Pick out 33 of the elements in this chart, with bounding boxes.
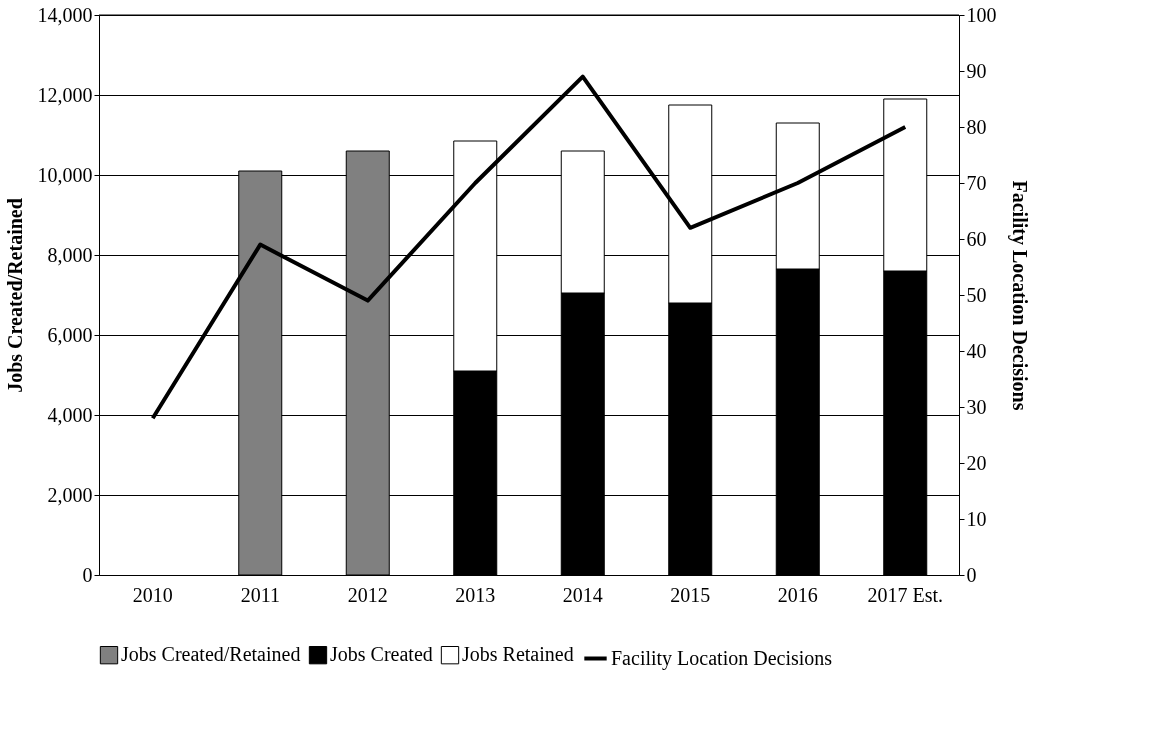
y2-axis-title: Facility Location Decisions xyxy=(1007,180,1031,411)
y2-tick-label: 70 xyxy=(966,171,987,194)
legend-label: Jobs Created/Retained xyxy=(121,643,301,666)
y2-tick-label: 90 xyxy=(966,59,987,82)
x-tick-label: 2017 Est. xyxy=(867,583,944,606)
y2-tick-label: 20 xyxy=(966,451,987,474)
y-tick-label: 10,000 xyxy=(37,163,93,186)
x-tick-label: 2013 xyxy=(455,583,496,606)
x-tick-label: 2012 xyxy=(347,583,388,606)
y2-tick-label: 40 xyxy=(966,339,987,362)
y-tick-label: 6,000 xyxy=(47,323,93,346)
y-tick-label: 14,000 xyxy=(37,3,93,26)
x-tick-label: 2016 xyxy=(777,583,818,606)
y-tick-label: 4,000 xyxy=(47,403,93,426)
y2-tick-label: 60 xyxy=(966,227,987,250)
y-tick-label: 12,000 xyxy=(37,83,93,106)
y-axis-title: Jobs Created/Retained xyxy=(3,198,26,393)
x-tick-label: 2011 xyxy=(240,583,280,606)
legend-label: Facility Location Decisions xyxy=(611,646,833,670)
x-tick-label: 2015 xyxy=(670,583,711,606)
y-tick-label: 2,000 xyxy=(47,483,93,506)
y2-tick-label: 80 xyxy=(966,115,987,138)
y2-tick-label: 30 xyxy=(966,395,987,418)
x-tick-label: 2010 xyxy=(132,583,173,606)
y2-tick-label: 50 xyxy=(966,283,987,306)
x-tick-label: 2014 xyxy=(562,583,603,606)
legend-label: Jobs Created xyxy=(330,643,433,666)
y2-tick-label: 0 xyxy=(966,563,977,586)
y-tick-label: 0 xyxy=(82,563,93,586)
legend-label: Jobs Retained xyxy=(462,643,574,666)
y2-tick-label: 100 xyxy=(966,3,997,26)
y-tick-label: 8,000 xyxy=(47,243,93,266)
y2-tick-label: 10 xyxy=(966,507,987,530)
